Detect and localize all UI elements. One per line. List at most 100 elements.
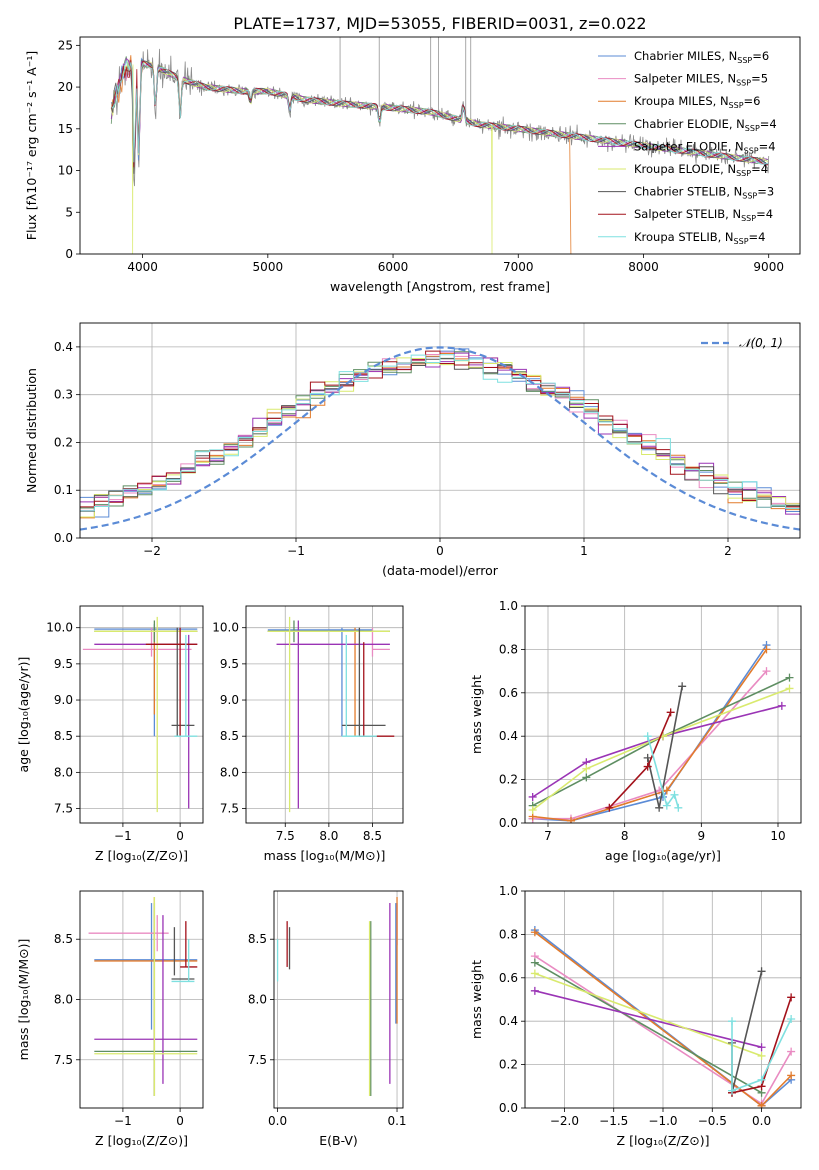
weight-marker xyxy=(787,1047,796,1056)
weight-marker xyxy=(785,684,794,693)
plot-area xyxy=(525,891,801,1108)
x-tick-label: 8000 xyxy=(628,260,659,274)
weight-marker xyxy=(530,969,539,978)
y-tick-label: 0.1 xyxy=(54,483,73,497)
x-tick-label: −1 xyxy=(114,829,132,843)
x-tick-label: 8 xyxy=(621,829,629,843)
x-tick-label: 9000 xyxy=(753,260,784,274)
weight-marker xyxy=(528,805,537,814)
legend-label-sub: SSP xyxy=(741,214,756,223)
weight-marker xyxy=(582,773,591,782)
normal-curve xyxy=(80,346,800,531)
weight-marker xyxy=(728,1086,736,1095)
model-spectrum-chabrier-stelib xyxy=(110,60,769,174)
y-axis-label: mass weight xyxy=(469,675,484,754)
x-axis-label: E(B-V) xyxy=(319,1133,358,1148)
legend-label-sub: SSP xyxy=(736,79,751,88)
weight-marker xyxy=(757,1075,766,1084)
legend-label: Kroupa ELODIE, NSSP=4 xyxy=(634,162,768,178)
x-tick-label: 0 xyxy=(176,1114,184,1128)
legend-label-suffix: =5 xyxy=(751,72,768,86)
legend-label-main: Salpeter STELIB, N xyxy=(634,207,741,221)
plot-area xyxy=(80,323,800,538)
panel-residuals: −2 −1 0 1 2 0.0 0.1 0.2 0.3 0.4 (data-model)/error… xyxy=(24,322,801,578)
panel-age-vs-mass: 7.5 8.0 8.5 7.5 8.0 8.5 9.0 9.5 10.0 mass [log₁₀(… xyxy=(212,605,404,863)
legend-label-normal: 𝒩(0, 1) xyxy=(739,336,783,350)
y-tick-label: 9.5 xyxy=(54,657,73,671)
weight-line-salpeter-elodie xyxy=(532,705,782,798)
x-axis-label: wavelength [Angstrom, rest frame] xyxy=(330,279,550,294)
y-axis-label: age [log₁₀(age/yr)] xyxy=(16,657,31,773)
weight-marker xyxy=(785,673,794,682)
axes-frame xyxy=(524,890,802,1109)
weight-marker xyxy=(757,1101,766,1108)
model-spectrum-salpeter-stelib xyxy=(110,59,768,168)
panel-mass-weight-vs-z: −2.0 −1.5 −1.0 −0.5 0.0 0.0 0.2 0.4 0.6 0.8 1.0 Z [… xyxy=(469,884,802,1148)
weight-marker xyxy=(530,986,539,995)
legend-label-suffix: =4 xyxy=(759,139,776,153)
y-tick-label: 15 xyxy=(58,122,73,136)
plot-area xyxy=(525,606,801,823)
y-tick-label: 0.2 xyxy=(54,435,73,449)
weight-marker xyxy=(787,993,796,1002)
legend-label-sub: SSP xyxy=(742,192,757,201)
weight-line-kroupa-stelib xyxy=(731,1018,792,1092)
y-tick-label: 8.0 xyxy=(54,765,73,779)
weight-marker xyxy=(662,801,671,810)
legend-label-suffix: =6 xyxy=(744,94,761,108)
histogram-kroupa-stelib xyxy=(80,354,800,512)
y-tick-label: 0.8 xyxy=(499,642,518,656)
panels: 4000 5000 6000 7000 8000 90000510152025wavele… xyxy=(16,36,802,1148)
panel-spectrum: 4000 5000 6000 7000 8000 9000 0 5 10 15 20 25 wavele… xyxy=(24,36,801,294)
x-tick-label: 0.1 xyxy=(387,1114,406,1128)
panel-mass-weight-vs-age: 7 8 9 10 0.0 0.2 0.4 0.6 0.8 1.0 age [log₁₀(age/yr… xyxy=(469,599,802,863)
axes-frame xyxy=(273,890,404,1109)
y-tick-label: 8.5 xyxy=(54,729,73,743)
legend-label-main: Chabrier ELODIE, N xyxy=(634,117,745,131)
weight-marker xyxy=(530,958,539,967)
legend-label: Kroupa MILES, NSSP=6 xyxy=(634,94,760,110)
x-tick-label: 5000 xyxy=(253,260,284,274)
weight-marker xyxy=(582,764,591,773)
x-tick-label: 0 xyxy=(176,829,184,843)
y-tick-label: 0.8 xyxy=(499,927,518,941)
x-tick-label: 6000 xyxy=(378,260,409,274)
legend-label-main: Kroupa STELIB, N xyxy=(634,230,734,244)
weight-line-kroupa-elodie xyxy=(534,972,762,1057)
weight-marker xyxy=(678,682,687,691)
legend-label-sub: SSP xyxy=(729,101,744,110)
y-tick-label: 8.0 xyxy=(54,993,73,1007)
x-tick-label: 0 xyxy=(436,544,444,558)
axes-frame xyxy=(524,605,802,824)
weight-marker xyxy=(757,1043,766,1052)
plot-area xyxy=(80,891,203,1108)
weight-marker xyxy=(787,1071,796,1080)
y-tick-label: 8.5 xyxy=(54,932,73,946)
weight-marker xyxy=(567,816,575,823)
y-tick-label: 9.0 xyxy=(54,693,73,707)
y-tick-label: 0.4 xyxy=(499,729,518,743)
legend-label-main: Chabrier MILES, N xyxy=(634,49,737,63)
x-tick-label: 9 xyxy=(698,829,706,843)
x-axis-label: Z [log₁₀(Z/Z⊙)] xyxy=(617,1133,710,1148)
y-tick-label: 0.3 xyxy=(54,388,73,402)
y-tick-label: 9.0 xyxy=(220,693,239,707)
y-tick-label: 0.6 xyxy=(499,971,518,985)
weight-marker xyxy=(777,701,786,710)
y-tick-label: 0 xyxy=(65,247,73,261)
legend-label: Salpeter STELIB, NSSP=4 xyxy=(634,207,773,223)
y-tick-label: 9.5 xyxy=(220,657,239,671)
legend-label: Kroupa STELIB, NSSP=4 xyxy=(634,230,765,246)
weight-marker xyxy=(670,790,679,799)
x-tick-label: 2 xyxy=(724,544,732,558)
legend-label: Chabrier STELIB, NSSP=3 xyxy=(634,185,774,201)
model-spectrum-kroupa-stelib xyxy=(110,59,769,165)
y-tick-label: 8.0 xyxy=(248,993,267,1007)
y-tick-label: 0.0 xyxy=(499,1101,518,1115)
legend-label: Chabrier MILES, NSSP=6 xyxy=(634,49,769,65)
x-axis-label: (data-model)/error xyxy=(382,563,499,578)
y-tick-label: 1.0 xyxy=(499,884,518,898)
weight-line-salpeter-elodie xyxy=(534,990,762,1048)
x-tick-label: 1 xyxy=(580,544,588,558)
